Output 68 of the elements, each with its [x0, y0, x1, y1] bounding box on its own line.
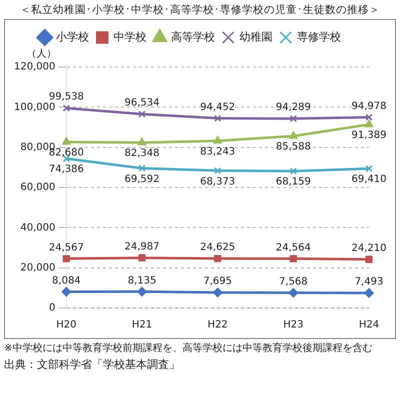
point — [214, 114, 222, 122]
point — [214, 254, 222, 262]
y-tick-label: 0 — [48, 302, 56, 314]
y-axis-title: （人） — [26, 48, 56, 60]
y-tick-label: 20,000 — [20, 262, 56, 274]
point — [62, 287, 72, 297]
x-tick-label: H20 — [56, 320, 76, 331]
point — [138, 110, 146, 118]
point — [138, 164, 146, 172]
data-label: 74,386 — [48, 164, 84, 176]
point — [62, 137, 71, 145]
data-label: 7,568 — [279, 276, 308, 288]
point — [214, 167, 222, 174]
point — [62, 255, 70, 262]
data-label: 24,210 — [352, 242, 386, 254]
point — [290, 168, 297, 175]
legend-label: 幼稚園 — [239, 30, 272, 44]
y-tick-label: 60,000 — [20, 182, 56, 194]
data-label: 94,289 — [276, 102, 311, 114]
x-tick-label: H22 — [208, 320, 228, 331]
data-label: 82,348 — [124, 148, 160, 160]
y-tick-label: 120,000 — [14, 62, 56, 73]
data-label: 7,695 — [203, 276, 232, 288]
x-tick-label: H21 — [132, 320, 152, 331]
data-label: 68,373 — [200, 176, 236, 188]
point — [137, 286, 147, 296]
data-label: 99,538 — [48, 92, 84, 103]
point — [213, 136, 222, 144]
point — [138, 254, 146, 262]
data-label: 68,159 — [276, 176, 311, 188]
x-tick-label: H24 — [358, 320, 380, 331]
legend-label: 小学校 — [56, 30, 89, 44]
point — [364, 120, 374, 128]
legend-label: 中学校 — [113, 30, 146, 44]
point — [290, 115, 297, 122]
point — [364, 288, 374, 298]
point — [212, 288, 222, 298]
point — [138, 138, 146, 146]
data-label: 8,084 — [52, 275, 81, 286]
data-label: 85,588 — [276, 142, 311, 153]
point — [365, 114, 373, 121]
data-label: 69,410 — [352, 174, 386, 186]
point — [365, 165, 373, 172]
data-label: 24,625 — [200, 242, 236, 254]
point — [290, 255, 297, 262]
chart-title: ＜私立幼稚園･小学校･中学校･高等学校･専修学校の児童･生徒数の推移＞ — [19, 3, 381, 18]
data-label: 24,564 — [276, 242, 311, 254]
x-tick-label: H23 — [283, 320, 304, 331]
legend-label: 高等学校 — [170, 30, 215, 44]
y-tick-label: 40,000 — [20, 222, 56, 234]
data-label: 94,978 — [352, 100, 386, 112]
data-label: 94,452 — [200, 102, 236, 113]
data-label: 83,243 — [200, 146, 236, 158]
source-note: 出典：文部科学省「学校基本調査」 — [3, 357, 181, 372]
data-label: 24,567 — [48, 242, 84, 254]
point — [365, 256, 373, 263]
text: ※中学校には中等教育学校前期課程を、高等学校には中等教育学校後期課程を含む — [3, 342, 374, 355]
data-label: 69,592 — [124, 174, 160, 185]
data-label: 24,987 — [124, 241, 160, 252]
data-label: 91,389 — [352, 130, 386, 142]
legend-label: 専修学校 — [296, 30, 341, 44]
data-label: 8,135 — [128, 275, 156, 286]
point — [288, 288, 298, 298]
data-label: 7,493 — [354, 276, 384, 288]
point — [289, 131, 298, 139]
y-tick-label: 100,000 — [14, 102, 56, 113]
data-label: 96,534 — [124, 98, 160, 109]
point — [62, 104, 70, 112]
